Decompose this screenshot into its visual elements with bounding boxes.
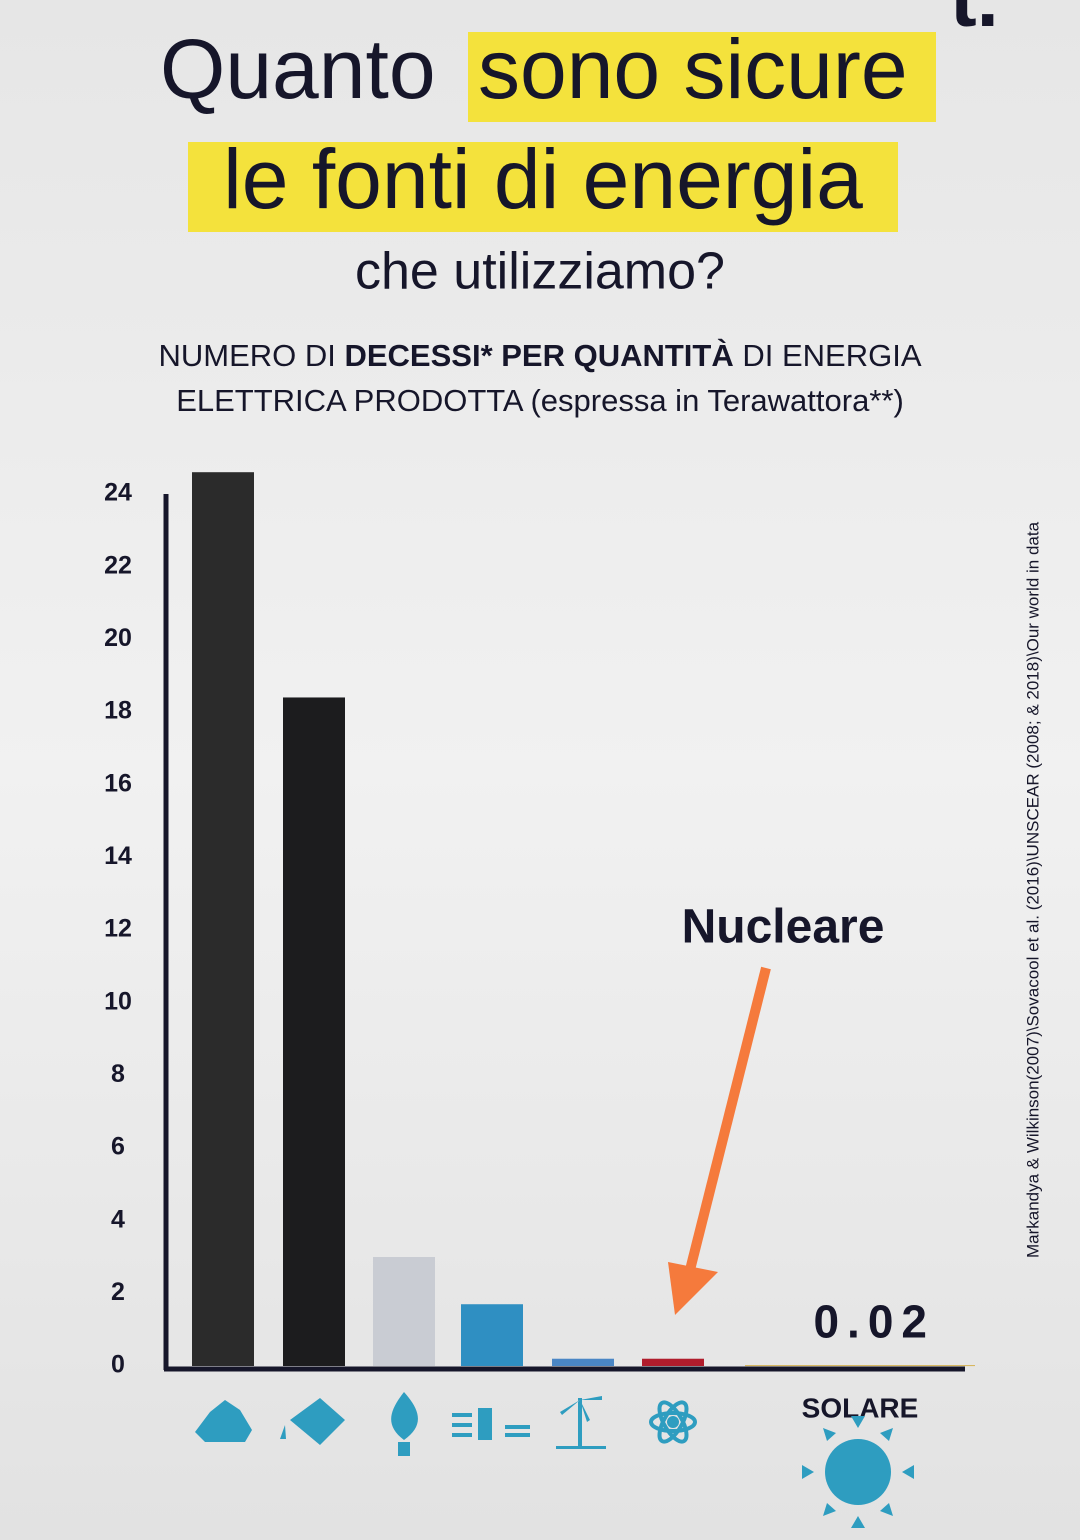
subtitle: che utilizziamo? (355, 243, 725, 301)
bar (552, 1358, 614, 1366)
y-tick-label: 14 (104, 842, 132, 870)
bar (461, 1304, 523, 1366)
y-tick-label: 8 (111, 1060, 125, 1088)
arrow (668, 966, 771, 1315)
title: Quanto (160, 22, 436, 116)
category-icons (195, 1392, 914, 1528)
logo: t. (950, 0, 999, 43)
highlight (468, 32, 936, 122)
value-label: 0.02 (813, 1295, 935, 1347)
annotation: Nucleare (682, 901, 885, 954)
bar (373, 1257, 435, 1366)
y-tick-label: 16 (104, 769, 132, 797)
title: le fonti di energia (223, 132, 863, 226)
source: Markandya & Wilkinson(2007)\Sovacool et … (1023, 521, 1042, 1258)
y-tick-label: 10 (104, 987, 132, 1015)
bar (192, 472, 254, 1366)
bar (642, 1358, 704, 1366)
y-tick-label: 12 (104, 915, 132, 943)
description-part: DI ENERGIA (734, 338, 922, 373)
description: NUMERO DI DECESSI* PER QUANTITÀ DI ENERG… (158, 338, 921, 373)
y-tick-label: 20 (104, 624, 132, 652)
y-tick-label: 2 (111, 1278, 125, 1306)
y-tick-label: 18 (104, 697, 132, 725)
y-tick-label: 0 (111, 1351, 125, 1379)
bar (283, 697, 345, 1366)
title: sono sicure (478, 22, 908, 116)
bar (745, 1365, 975, 1367)
y-tick-label: 6 (111, 1133, 125, 1161)
highlight (188, 142, 898, 232)
y-tick-label: 24 (104, 479, 132, 507)
description-part: NUMERO DI (158, 338, 344, 373)
description-part: DECESSI* PER QUANTITÀ (344, 338, 733, 373)
y-tick-label: 22 (104, 551, 132, 579)
description: ELETTRICA PRODOTTA (espressa in Terawatt… (176, 383, 904, 418)
y-tick-label: 4 (111, 1205, 125, 1233)
